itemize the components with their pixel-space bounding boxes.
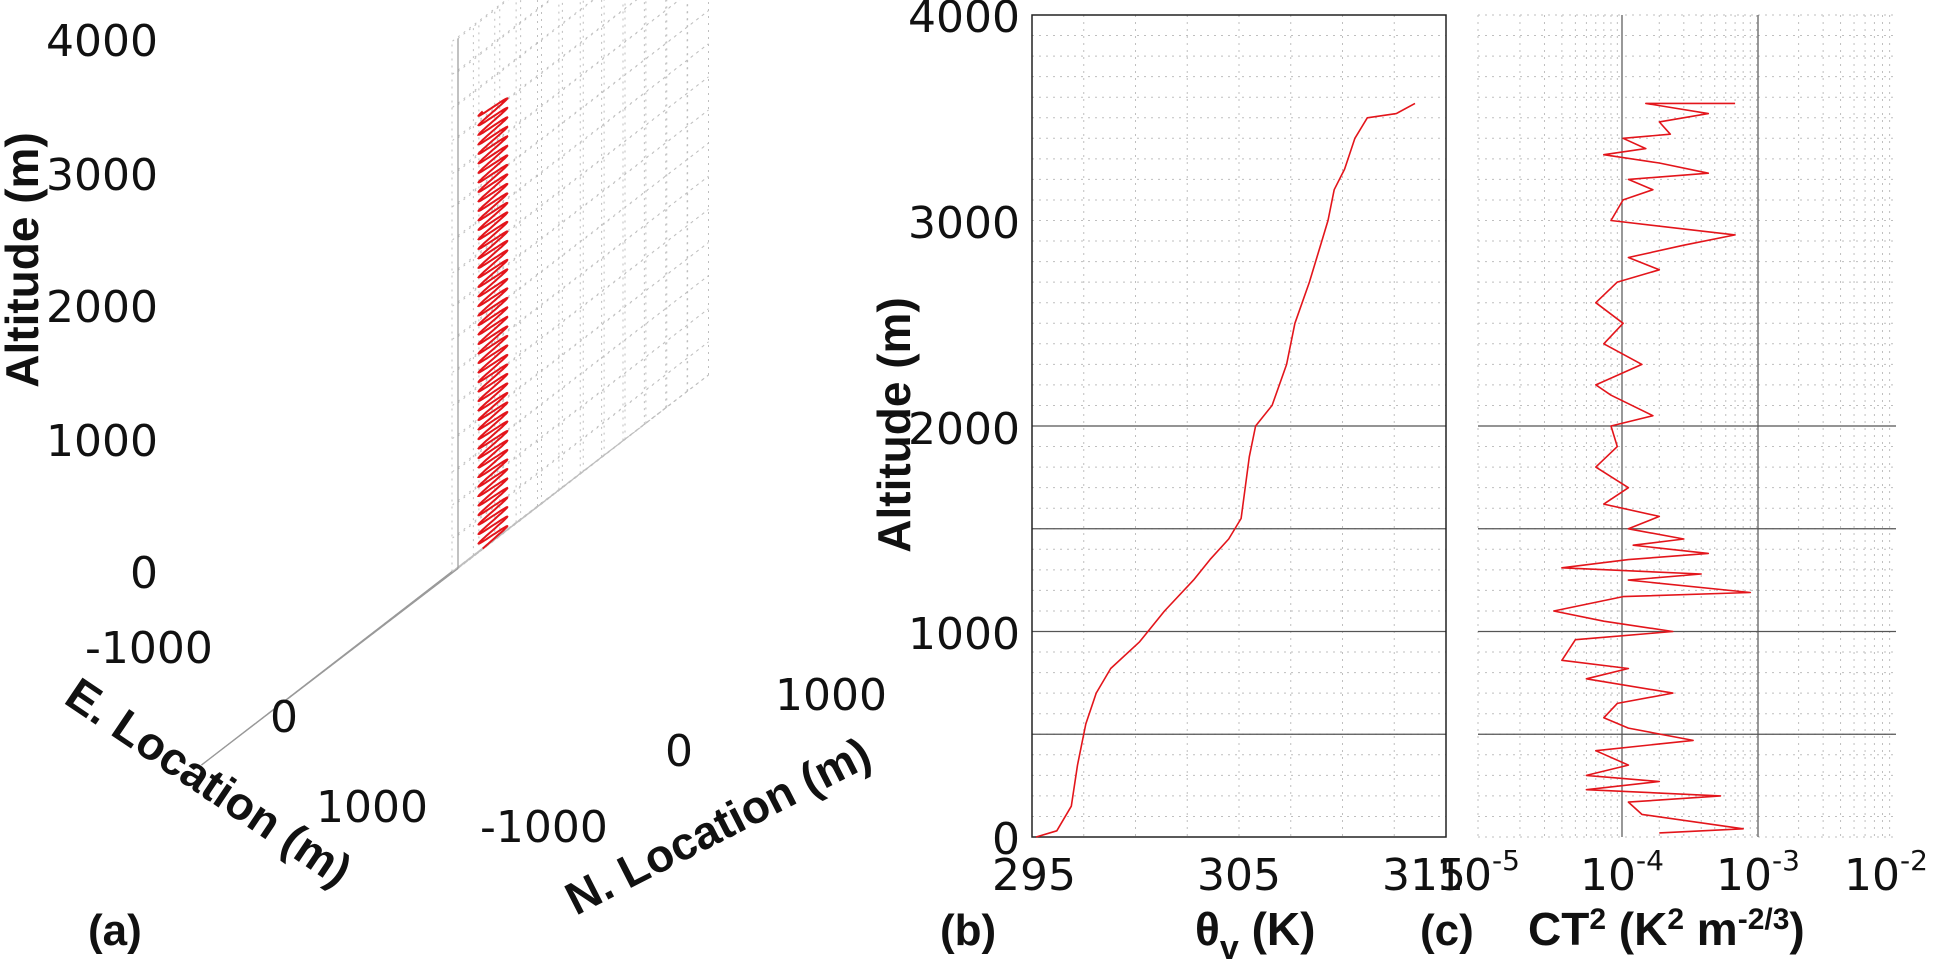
panel-label-a: (a) [88,906,142,955]
x-tick-label: 10-3 [1716,844,1800,901]
x-tick-label: 10-4 [1580,844,1664,901]
e-tick-label: 0 [270,692,298,743]
z-tick-label: 3000 [46,150,158,201]
grid-line [451,175,709,374]
y-tick-label: 1000 [908,609,1020,660]
grid-line [409,406,668,605]
x-axis-label: θv (K) [1195,903,1315,966]
x-axis-label-symbol: θ [1195,903,1220,955]
x-tick-label: 295 [992,850,1076,901]
n-tick-label: -1000 [480,802,608,853]
y-axis-label: Altitude (m) [868,297,920,553]
y-tick-label: 2000 [908,404,1020,455]
z-tick-label: 0 [130,548,158,599]
y-tick-label: 0 [992,814,1020,865]
n-tick-label: 1000 [775,670,887,721]
panel-label-b: (b) [940,906,996,955]
x-tick-label: 10-2 [1844,844,1928,901]
grid-line [451,208,709,407]
grid-line [451,142,709,341]
grid-line [451,109,709,307]
x-tick-label: 305 [1197,850,1281,901]
grid-line [389,422,647,621]
y-tick-label: 4000 [908,0,1020,43]
panel-a-3d-plot: 4000 3000 2000 1000 0 -1000 0 1000 -1000… [0,0,887,955]
z-axis-label: Altitude (m) [0,132,48,388]
panel-a-3d-grid [201,0,709,766]
grid-line [451,43,709,241]
grid-line [451,0,681,175]
panel-b-reference-lines [1032,425,1446,735]
grid-line [451,308,709,506]
x-axis-label-unit: (K) [1239,903,1316,955]
grid-line [451,374,709,572]
e-tick-label: 1000 [316,782,428,833]
panel-b-grid [1031,14,1447,838]
panel-c-ct2-profile: 10-5 10-4 10-3 10-2 CT2 (K2 m-2/3) (c) [1420,14,1928,955]
x-tick-label: 315 [1382,850,1466,901]
grid-line [451,76,709,274]
grid-line [451,0,509,42]
x-axis-label-subscript: v [1220,929,1239,966]
ct2-profile-line [1553,102,1752,834]
y-tick-label: 3000 [908,198,1020,249]
panel-b-theta-profile: 4000 3000 2000 1000 0 295 305 315 Altitu… [868,0,1466,966]
grid-line [451,10,709,208]
e-tick-label: -1000 [85,623,213,674]
n-axis-line [201,571,453,766]
grid-line [451,242,709,440]
grid-line [451,341,709,539]
theta-v-profile-line [1035,102,1416,838]
n-tick-label: 0 [665,726,693,777]
helix-flight-path [476,97,509,550]
z-tick-label: 1000 [46,416,158,467]
panel-label-c: (c) [1420,906,1474,955]
grid-line [451,0,595,109]
grid-line [451,0,638,142]
x-tick-label: 10-5 [1436,844,1520,901]
z-tick-label: 4000 [46,16,158,67]
panel-c-reference-lines [1478,425,1896,735]
grid-line [451,0,552,76]
z-tick-label: 2000 [46,282,158,333]
grid-line [451,275,709,473]
x-axis-label: CT2 (K2 m-2/3) [1528,903,1805,955]
panel-b-axes-box [1031,14,1447,838]
